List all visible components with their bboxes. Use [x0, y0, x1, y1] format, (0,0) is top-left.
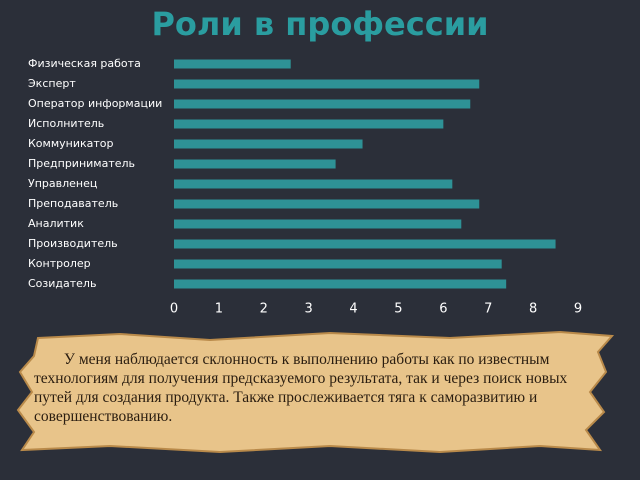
y-tick-label: Коммуникатор: [28, 137, 114, 150]
y-tick-label: Оператор информации: [28, 97, 162, 110]
y-tick-label: Исполнитель: [28, 117, 104, 130]
bar: [174, 179, 453, 189]
y-tick-label: Физическая работа: [28, 57, 141, 70]
x-tick-label: 3: [305, 302, 313, 317]
bar: [174, 199, 480, 209]
x-tick-label: 8: [529, 302, 537, 317]
x-tick-label: 4: [349, 302, 357, 317]
bar: [174, 159, 336, 169]
y-tick-label: Эксперт: [28, 77, 76, 90]
bar: [174, 219, 462, 229]
caption-text: У меня наблюдается склонность к выполнен…: [34, 351, 568, 425]
bar: [174, 259, 502, 269]
y-tick-label: Контролер: [28, 257, 91, 270]
bar: [174, 279, 507, 289]
x-tick-label: 7: [484, 302, 492, 317]
x-tick-label: 6: [439, 302, 447, 317]
y-tick-label: Преподаватель: [28, 197, 118, 210]
bar: [174, 79, 480, 89]
y-tick-label: Управленец: [28, 177, 97, 190]
x-tick-label: 1: [215, 302, 223, 317]
bar: [174, 99, 471, 109]
x-tick-label: 9: [574, 302, 582, 317]
x-tick-label: 5: [394, 302, 402, 317]
bar: [174, 139, 363, 149]
y-tick-label: Предприниматель: [28, 157, 135, 170]
bar: [174, 59, 291, 69]
y-tick-label: Аналитик: [28, 217, 84, 230]
parchment: [16, 330, 615, 454]
x-tick-label: 2: [260, 302, 268, 317]
bar: [174, 119, 444, 129]
y-tick-label: Созидатель: [28, 277, 96, 290]
bar: [174, 239, 556, 249]
y-tick-label: Производитель: [28, 237, 118, 250]
x-tick-label: 0: [170, 302, 178, 317]
chart-title: Роли в профессии: [151, 5, 488, 43]
